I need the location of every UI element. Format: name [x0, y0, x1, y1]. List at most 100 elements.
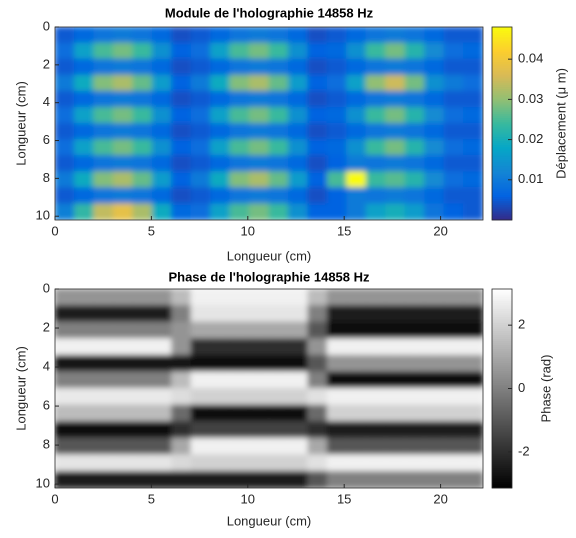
heatmap-cell [463, 155, 483, 173]
heatmap-cell [287, 106, 309, 124]
heatmap-cell [365, 155, 387, 173]
heatmap-cell [346, 421, 367, 439]
heatmap-cell [151, 58, 173, 76]
heatmap-cell [346, 171, 367, 189]
heatmap-cell [268, 321, 289, 340]
heatmap-cell [93, 338, 114, 356]
heatmap-cell [151, 305, 173, 323]
heatmap-cell [210, 123, 231, 141]
y-axis-label: Longueur (cm) [13, 81, 28, 166]
heatmap-cells [55, 27, 483, 220]
heatmap-cell [229, 42, 251, 60]
heatmap-cell [268, 155, 289, 173]
heatmap-cell [268, 74, 289, 92]
heatmap-cell [112, 388, 134, 406]
heatmap-cell [424, 354, 445, 373]
heatmap-cell [112, 454, 134, 472]
heatmap-cell [112, 42, 134, 60]
heatmap-cell [365, 27, 387, 44]
heatmap-cell [443, 42, 465, 60]
heatmap-cell [132, 27, 153, 44]
heatmap-cell [424, 404, 445, 423]
heatmap-cell [73, 27, 95, 44]
heatmap-cell [404, 155, 426, 173]
heatmap-cell [132, 171, 153, 189]
heatmap-cell [210, 388, 231, 406]
heatmap-cell [112, 203, 134, 220]
heatmap-cell [151, 404, 173, 423]
heatmap-cell [55, 321, 75, 340]
heatmap-cell [443, 171, 465, 189]
heatmap-cell [229, 171, 251, 189]
heatmap-cell [73, 421, 95, 439]
heatmap-cell [93, 371, 114, 389]
heatmap-cell [55, 404, 75, 423]
heatmap-cell [346, 155, 367, 173]
heatmap-cell [229, 58, 251, 76]
heatmap-cell [463, 371, 483, 389]
colorbar [492, 26, 512, 221]
heatmap-cell [132, 58, 153, 76]
heatmap-cell [404, 338, 426, 356]
heatmap-cell [463, 388, 483, 406]
heatmap-cell [404, 470, 426, 488]
heatmap-cell [151, 338, 173, 356]
y-tick-label: 4 [43, 358, 50, 373]
heatmap-cell [287, 454, 309, 472]
colorbar [492, 288, 512, 489]
heatmap-cell [346, 139, 367, 157]
heatmap-cell [346, 106, 367, 124]
heatmap-cell [229, 90, 251, 108]
heatmap-cell [404, 437, 426, 456]
heatmap-cell [424, 470, 445, 488]
heatmap-cell [346, 454, 367, 472]
heatmap-cell [307, 187, 328, 205]
axes-frame [54, 26, 484, 221]
heatmap-cell [229, 289, 251, 307]
heatmap-cell [385, 454, 406, 472]
heatmap-cell [55, 155, 75, 173]
heatmap-cell [385, 289, 406, 307]
heatmap-cell [307, 74, 328, 92]
heatmap-cell [171, 371, 192, 389]
heatmap-cell [190, 305, 212, 323]
heatmap-cell [365, 74, 387, 92]
heatmap-cell [210, 187, 231, 205]
heatmap-cell [307, 289, 328, 307]
heatmap-cell [404, 74, 426, 92]
heatmap-cell [268, 139, 289, 157]
heatmap-cell [365, 404, 387, 423]
heatmap-cell [326, 106, 348, 124]
heatmap-cell [385, 437, 406, 456]
heatmap-cell [287, 139, 309, 157]
heatmap-cell [385, 27, 406, 44]
heatmap-cell [443, 404, 465, 423]
heatmap-cell [190, 454, 212, 472]
heatmap-cell [307, 203, 328, 220]
heatmap-cell [326, 388, 348, 406]
y-tick-label: 0 [43, 280, 50, 295]
heatmap-cell [268, 187, 289, 205]
heatmap-cell [365, 305, 387, 323]
y-tick-label: 10 [36, 476, 50, 491]
heatmap-cell [112, 421, 134, 439]
heatmap-cell [326, 123, 348, 141]
heatmap-cell [385, 404, 406, 423]
heatmap-cell [210, 305, 231, 323]
heatmap-cell [210, 42, 231, 60]
heatmap-cell [171, 42, 192, 60]
heatmap-cell [463, 305, 483, 323]
heatmap-cell [346, 289, 367, 307]
heatmap-cell [93, 470, 114, 488]
heatmap-cell [326, 74, 348, 92]
heatmap-cell [171, 338, 192, 356]
heatmap-cell [210, 139, 231, 157]
heatmap-cell [55, 454, 75, 472]
heatmap-cell [151, 139, 173, 157]
heatmap-cell [151, 388, 173, 406]
heatmap-cell [190, 27, 212, 44]
heatmap-cell [287, 354, 309, 373]
heatmap-cell [424, 388, 445, 406]
heatmap-cell [229, 74, 251, 92]
heatmap-cell [287, 123, 309, 141]
